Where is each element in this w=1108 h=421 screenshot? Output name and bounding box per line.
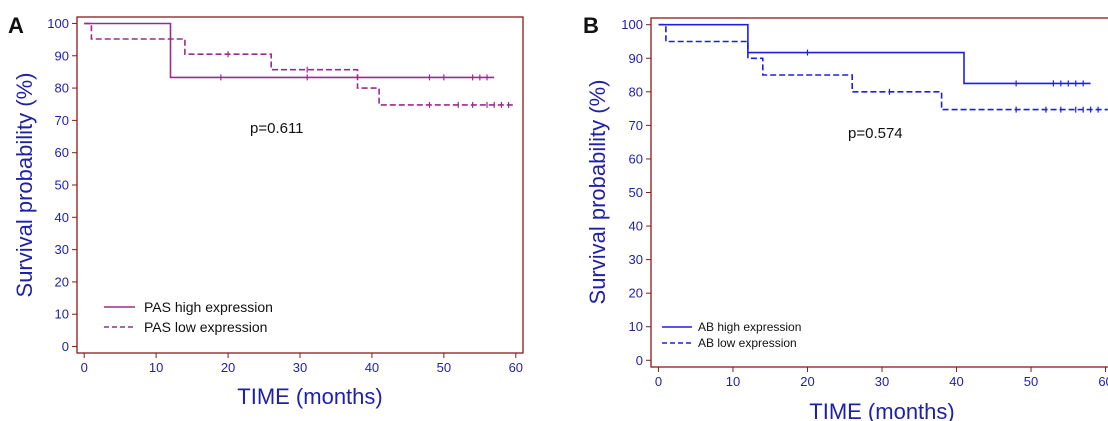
panel-a-curve-high <box>84 22 495 79</box>
panel-a-letter: A <box>8 13 24 38</box>
panel-a-legend-label-low: PAS low expression <box>144 319 267 335</box>
panel-b-y-axis-title: Survival probability (%) <box>585 80 610 305</box>
panel-a-x-axis-title: TIME (months) <box>237 384 382 409</box>
panel-a-p-value: p=0.611 <box>250 120 304 137</box>
panel-a-x-tick-label-1: 10 <box>149 360 163 375</box>
panel-b-plot-frame <box>650 17 1108 368</box>
panel-b-y-tick-label-9: 90 <box>629 51 643 66</box>
panel-a-y-tick-label-8: 80 <box>55 81 69 96</box>
panel-a-plot-frame <box>76 16 524 354</box>
panel-b-x-tick-label-1: 10 <box>726 374 740 389</box>
panel-b-x-tick-label-5: 50 <box>1024 374 1038 389</box>
panel-b-letter: B <box>583 13 599 38</box>
panel-b-y-tick-label-2: 20 <box>629 286 643 301</box>
panel-b-curve-low <box>658 23 1108 111</box>
panel-a-y-axis-title: Survival probability (%) <box>12 73 37 298</box>
panel-b-legend-label-high: AB high expression <box>698 320 801 334</box>
panel-b-x-tick-label-2: 20 <box>800 374 814 389</box>
panel-a-x-tick-label-3: 30 <box>293 360 307 375</box>
panel-a-y-tick-label-4: 40 <box>55 210 69 225</box>
panel-b-legend: AB high expression AB low expression <box>662 320 801 350</box>
panel-a-y-tick-label-0: 0 <box>62 339 69 354</box>
panel-a-y-tick-label-3: 30 <box>55 242 69 257</box>
panel-a-y-tick-label-7: 70 <box>55 113 69 128</box>
panel-a: A 0 10 20 30 40 50 60 70 80 90 100 0 10 20 30 40 50 60 p=… <box>8 13 524 409</box>
panel-b-y-tick-label-4: 40 <box>629 219 643 234</box>
panel-a-y-tick-label-2: 20 <box>55 274 69 289</box>
panel-a-y-tick-label-9: 90 <box>55 48 69 63</box>
panel-a-y-tick-label-5: 50 <box>55 178 69 193</box>
panel-b-y-tick-label-8: 80 <box>629 84 643 99</box>
panel-a-y-tick-label-10: 100 <box>47 16 69 31</box>
panel-a-legend: PAS high expression PAS low expression <box>104 299 273 335</box>
panel-a-x-tick-label-5: 50 <box>437 360 451 375</box>
panel-b-x-tick-label-6: 60 <box>1098 374 1108 389</box>
panel-b-x-tick-label-4: 40 <box>949 374 963 389</box>
panel-a-y-tick-label-6: 60 <box>55 145 69 160</box>
panel-b-y-tick-label-1: 10 <box>629 319 643 334</box>
panel-b-x-tick-label-0: 0 <box>655 374 662 389</box>
panel-a-x-tick-label-6: 60 <box>509 360 523 375</box>
panel-b-p-value: p=0.574 <box>848 125 903 142</box>
panel-b-y-tick-label-6: 60 <box>629 151 643 166</box>
panel-b-curve-high <box>658 23 1091 85</box>
panel-b-y-tick-label-10: 100 <box>621 17 643 32</box>
panel-b-x-axis-title: TIME (months) <box>809 399 954 421</box>
panel-a-legend-label-high: PAS high expression <box>144 299 273 315</box>
panel-b-x-tick-label-3: 30 <box>875 374 889 389</box>
panel-a-x-tick-label-4: 40 <box>365 360 379 375</box>
panel-b-y-tick-label-3: 30 <box>629 252 643 267</box>
panel-b: B 0 10 20 30 40 50 60 70 80 90 100 0 10 20 30 40 50 60 p=… <box>583 13 1108 421</box>
panel-a-y-tick-label-1: 10 <box>55 307 69 322</box>
panel-b-y-tick-label-5: 50 <box>629 185 643 200</box>
panel-a-x-tick-label-0: 0 <box>81 360 88 375</box>
panel-b-y-tick-label-0: 0 <box>636 353 643 368</box>
panel-b-legend-label-low: AB low expression <box>698 336 797 350</box>
panel-a-x-tick-label-2: 20 <box>221 360 235 375</box>
panel-b-y-tick-label-7: 70 <box>629 118 643 133</box>
panel-a-curve-low <box>84 22 516 106</box>
